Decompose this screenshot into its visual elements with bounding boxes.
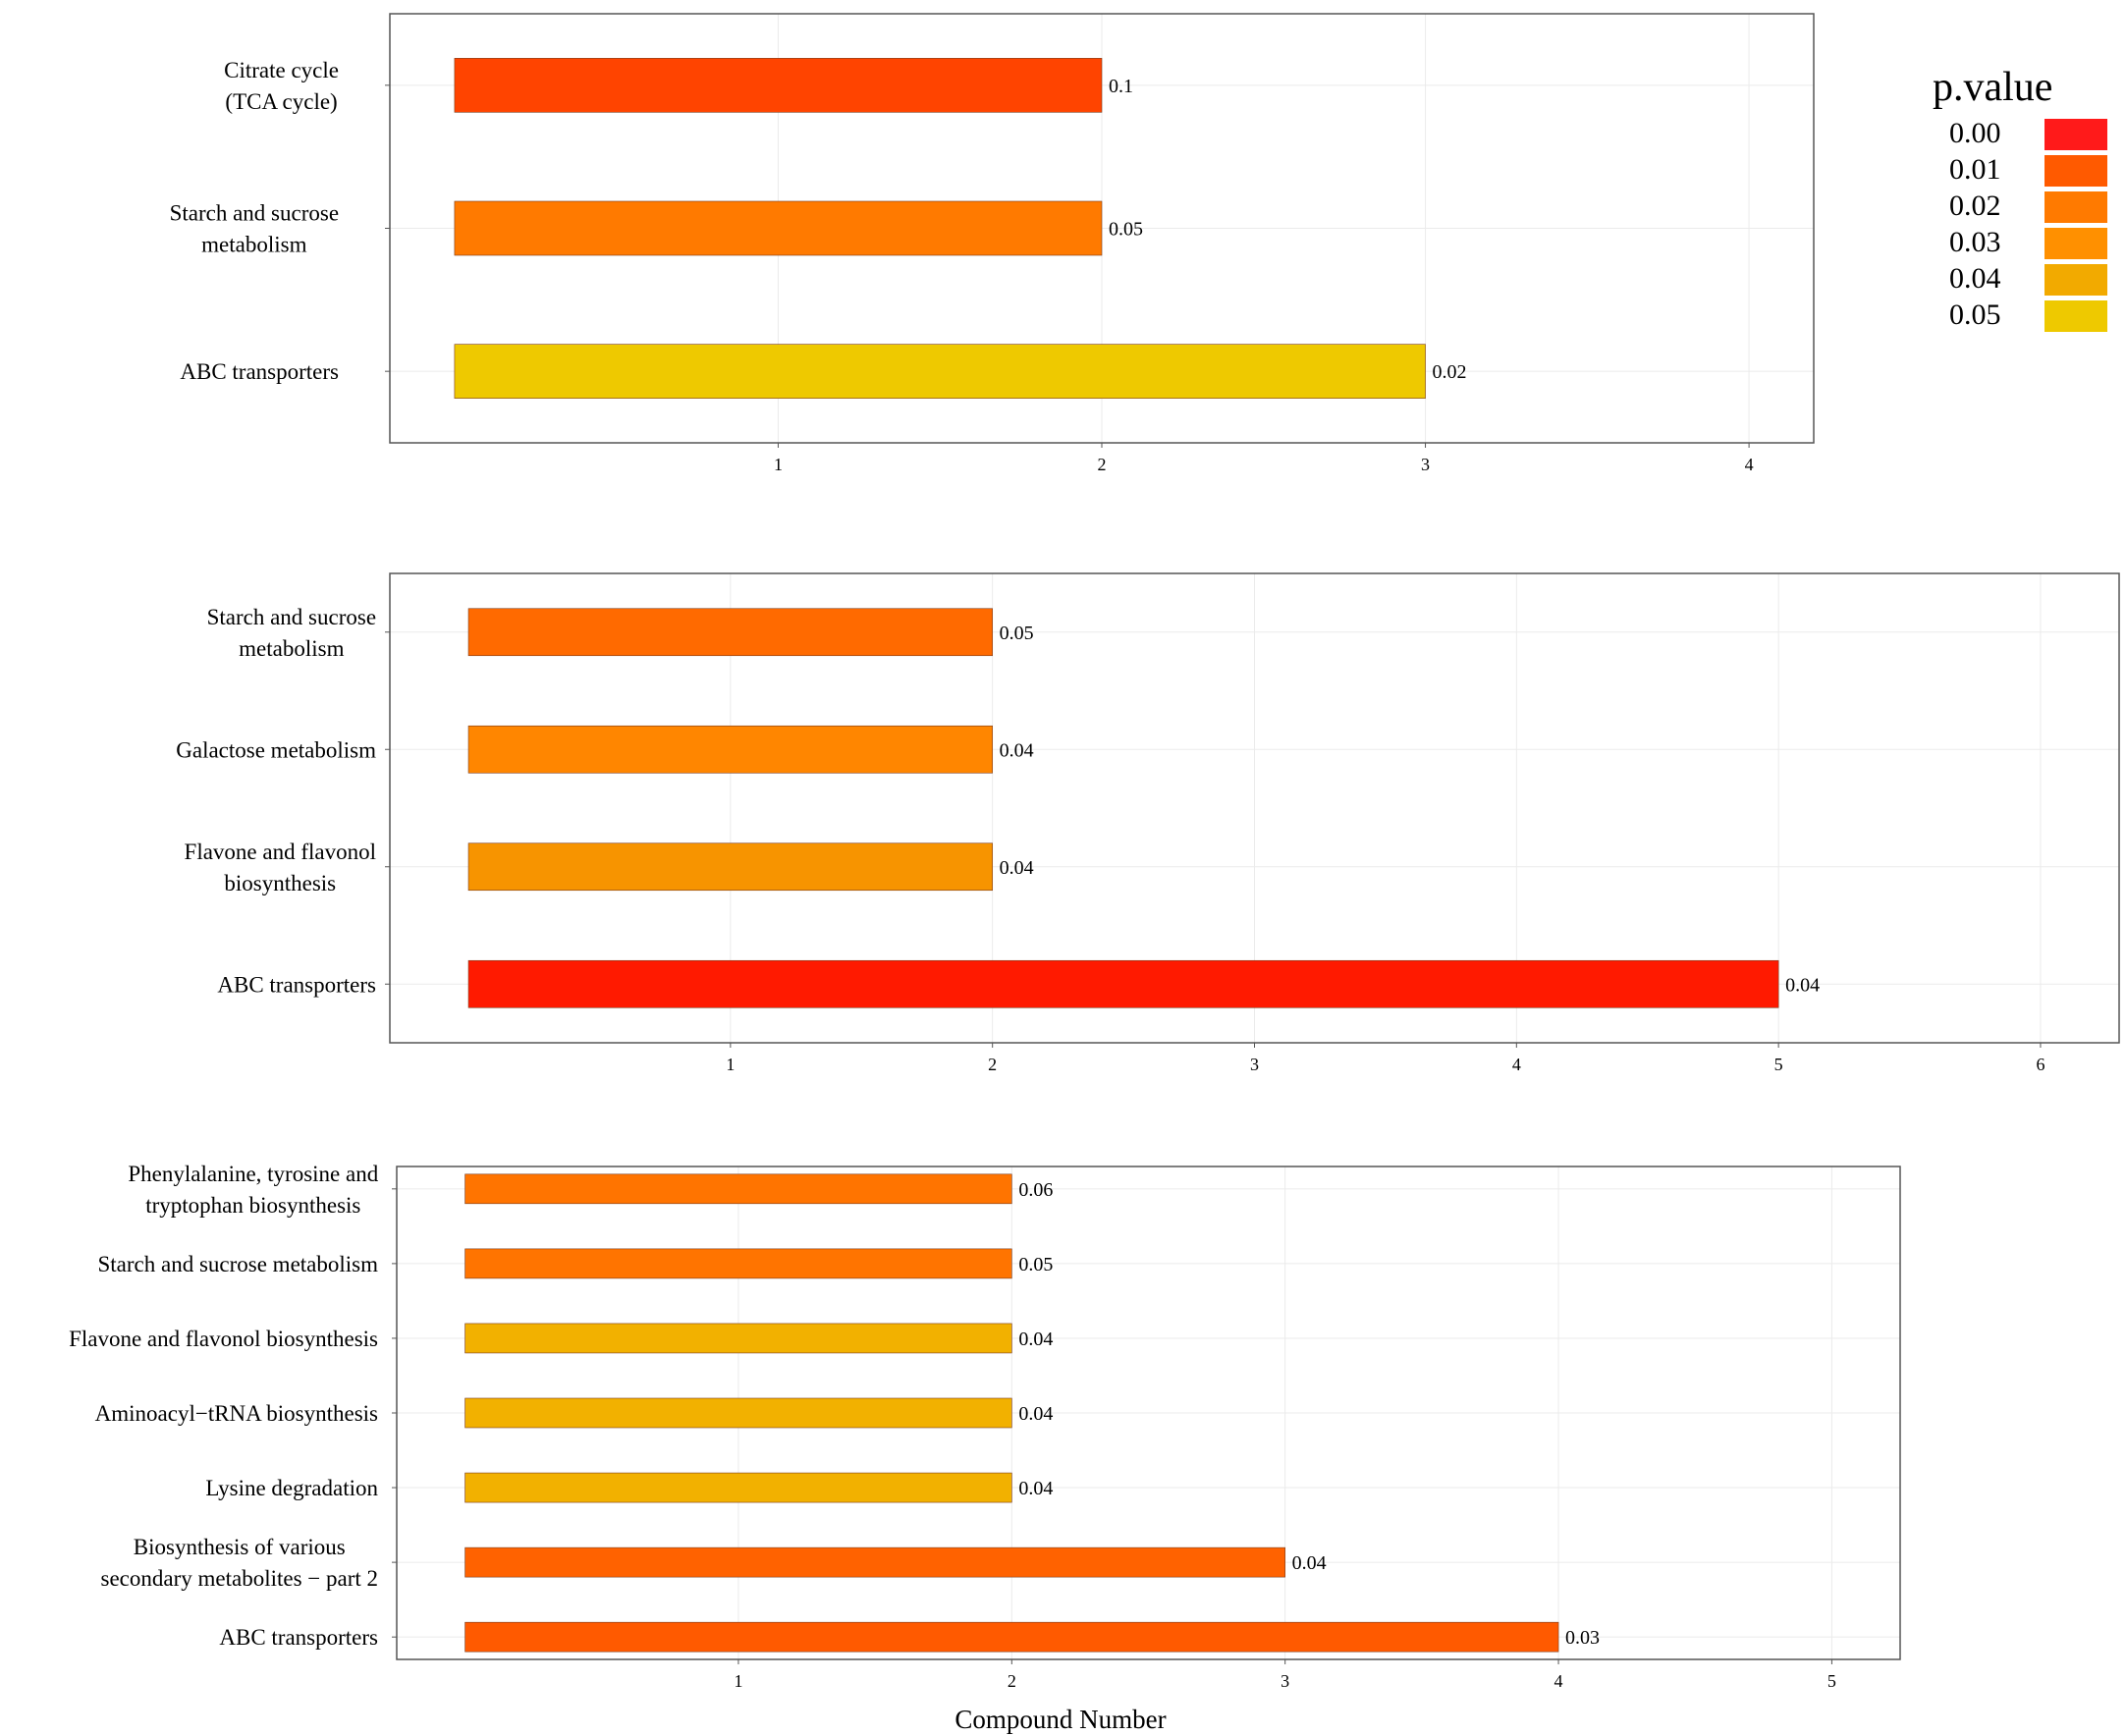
bar-value-label: 0.05 (1109, 219, 1143, 241)
legend-color-swatch (2044, 155, 2107, 187)
bar-value-label: 0.03 (1565, 1627, 1600, 1649)
legend-color-swatch (2044, 264, 2107, 296)
bar-value-label: 0.04 (1785, 974, 1820, 996)
legend-entry-label: 0.01 (1949, 153, 2001, 186)
legend-title: p.value (1933, 65, 2052, 110)
category-label: Starch and sucrose metabolism (207, 605, 376, 661)
bar-value-label: 0.1 (1109, 76, 1133, 97)
bar (464, 1472, 1012, 1503)
bar (467, 608, 993, 657)
x-tick-label: 2 (988, 1055, 997, 1074)
x-tick-label: 2 (1008, 1671, 1016, 1691)
category-label: Citrate cycle (TCA cycle) (224, 58, 339, 114)
bar (464, 1621, 1559, 1653)
bar-value-label: 0.04 (1018, 1329, 1053, 1350)
legend-entry-label: 0.05 (1949, 298, 2001, 331)
bar-value-label: 0.02 (1433, 361, 1467, 383)
bar (467, 842, 993, 892)
bar-value-label: 0.04 (1000, 739, 1034, 761)
bar (464, 1397, 1012, 1429)
legend-color-swatch (2044, 119, 2107, 150)
bar (454, 344, 1426, 399)
bar (467, 959, 1779, 1008)
category-label: Aminoacyl−tRNA biosynthesis (95, 1401, 378, 1426)
bar-value-label: 0.04 (1292, 1552, 1327, 1574)
legend-entry-label: 0.03 (1949, 226, 2001, 258)
x-tick-label: 5 (1774, 1055, 1783, 1074)
legend-color-swatch (2044, 191, 2107, 223)
category-label: Starch and sucrose metabolism (97, 1252, 378, 1276)
bar-value-label: 0.04 (1000, 857, 1034, 879)
x-tick-label: 3 (1281, 1671, 1289, 1691)
category-label: ABC transporters (219, 1625, 378, 1650)
chart-panel-3: 0.06 Phenylalanine, tyrosine and tryptopha… (69, 1162, 1901, 1691)
legend-color-swatch (2044, 228, 2107, 259)
category-label: Lysine degradation (205, 1476, 378, 1500)
bar (464, 1173, 1012, 1205)
category-label: Galactose metabolism (176, 737, 376, 762)
category-label: ABC transporters (217, 972, 376, 997)
bar (464, 1248, 1012, 1279)
category-label: Flavone and flavonol biosynthesis (185, 840, 376, 895)
legend-entry-label: 0.04 (1949, 262, 2001, 295)
legend-color-swatch (2044, 300, 2107, 332)
x-tick-label: 4 (1554, 1671, 1563, 1691)
bar-value-label: 0.05 (1000, 623, 1034, 644)
x-tick-label: 6 (2036, 1055, 2044, 1074)
x-tick-label: 4 (1512, 1055, 1521, 1074)
bar (454, 200, 1103, 256)
category-label: Biosynthesis of various secondary metabol… (101, 1535, 379, 1591)
bar (467, 725, 993, 774)
bar-value-label: 0.04 (1018, 1478, 1053, 1499)
bar (464, 1323, 1012, 1354)
legend-entry-label: 0.02 (1949, 190, 2001, 222)
x-tick-label: 1 (734, 1671, 742, 1691)
bar-value-label: 0.04 (1018, 1403, 1053, 1425)
bar-value-label: 0.06 (1018, 1179, 1053, 1201)
bar-value-label: 0.05 (1018, 1254, 1053, 1275)
category-label: Flavone and flavonol biosynthesis (69, 1327, 378, 1351)
x-tick-label: 1 (774, 455, 783, 474)
x-tick-label: 5 (1827, 1671, 1836, 1691)
category-label: Phenylalanine, tyrosine and tryptophan bi… (128, 1162, 378, 1218)
pvalue-legend: p.value 0.00 0.01 0.02 0.03 0.040.05 (1933, 65, 2107, 332)
x-tick-label: 3 (1421, 455, 1430, 474)
x-tick-label: 2 (1098, 455, 1107, 474)
bar (454, 58, 1103, 113)
chart-panel-1: 0.1 Citrate cycle (TCA cycle) 0.05 Starch an… (170, 13, 1815, 474)
x-tick-label: 3 (1250, 1055, 1259, 1074)
x-tick-label: 1 (726, 1055, 735, 1074)
bar (464, 1546, 1285, 1578)
legend-entry-label: 0.00 (1949, 117, 2001, 149)
chart-panels: 0.1 Citrate cycle (TCA cycle) 0.05 Starch an… (69, 13, 2120, 1691)
legend-entries: 0.00 0.01 0.02 0.03 0.040.05 (1949, 117, 2107, 332)
chart-panel-2: 0.05 Starch and sucrose metabolism 0.04 Gala… (176, 572, 2120, 1074)
x-axis-title: Compound Number (954, 1705, 1166, 1734)
category-label: Starch and sucrose metabolism (170, 201, 339, 257)
category-label: ABC transporters (180, 359, 339, 384)
x-tick-label: 4 (1745, 455, 1754, 474)
